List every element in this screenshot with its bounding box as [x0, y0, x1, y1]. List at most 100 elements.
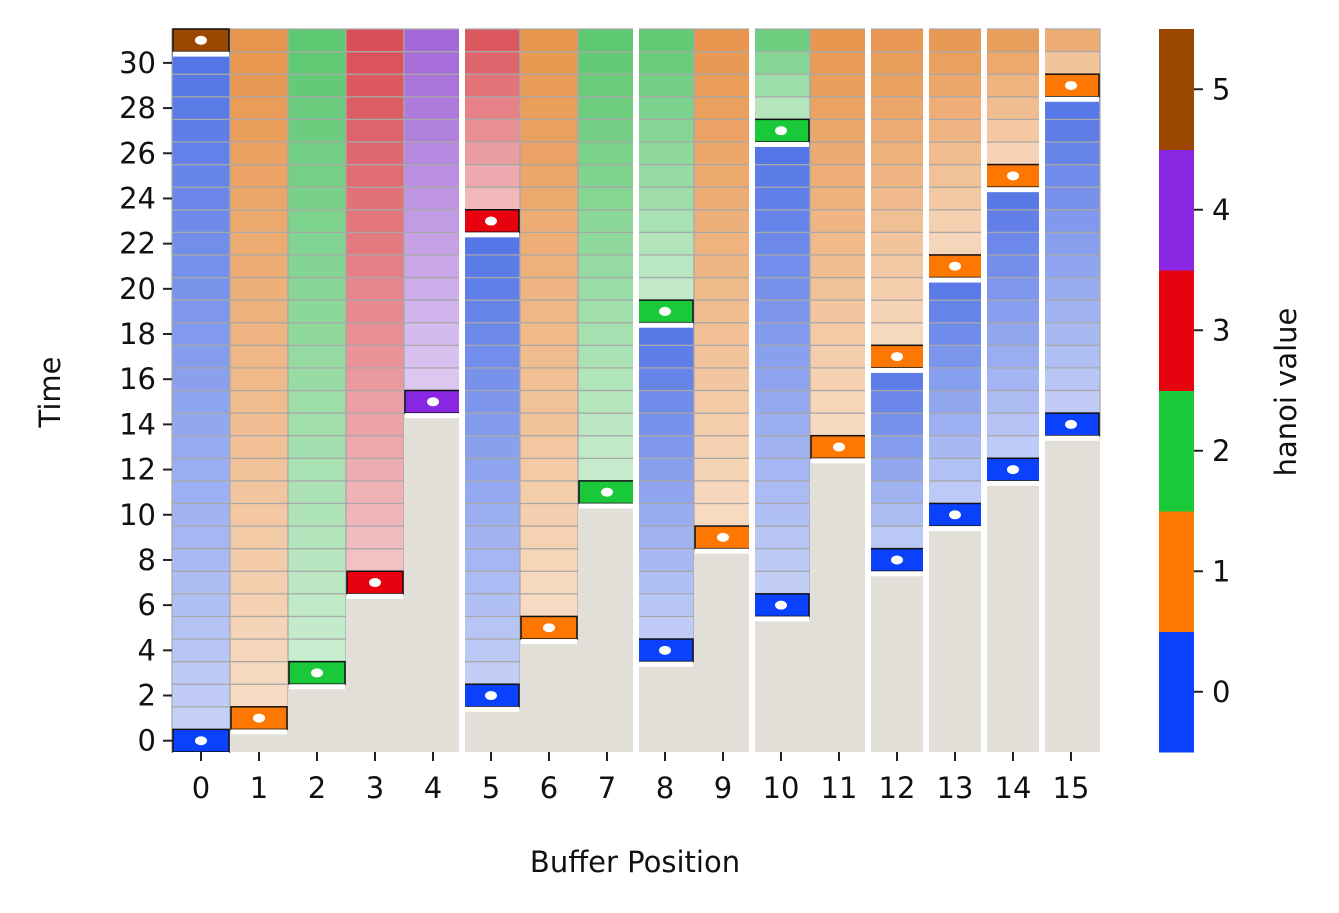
heatmap-cell	[925, 118, 985, 143]
group-gap	[865, 27, 871, 754]
heatmap-cell	[171, 344, 231, 369]
heatmap-cell	[171, 186, 231, 211]
colorbar-segment	[1159, 149, 1194, 271]
heatmap-cell	[461, 344, 521, 369]
heatmap-cell	[751, 254, 811, 279]
heatmap-cell	[693, 118, 753, 143]
heatmap-cell	[578, 661, 636, 685]
heatmap-cell	[926, 706, 984, 730]
heatmap-cell	[345, 254, 405, 279]
heatmap-cell	[867, 389, 927, 414]
heatmap-cell	[751, 276, 811, 301]
heatmap-cell	[984, 661, 1042, 685]
colorbar-tick-label: 4	[1212, 193, 1230, 227]
write-underline	[753, 616, 809, 622]
heatmap-cell	[809, 50, 869, 75]
group-separators	[459, 27, 1045, 754]
colorbar: 0 1 2 3 4 5	[1159, 29, 1230, 753]
write-dot	[195, 736, 207, 746]
heatmap-cell	[577, 28, 637, 53]
heatmap-cell	[461, 548, 521, 572]
heatmap-cell	[635, 615, 695, 640]
heatmap-cell	[519, 525, 579, 550]
y-tick-label: 6	[138, 588, 156, 622]
heatmap-cell	[403, 186, 463, 211]
heatmap-cell	[229, 73, 289, 98]
heatmap-cell	[635, 186, 695, 211]
heatmap-cell	[751, 389, 811, 414]
heatmap-cell	[577, 163, 637, 188]
heatmap-cell	[1041, 231, 1101, 256]
heatmap-cell	[1041, 50, 1101, 75]
heatmap-cell	[461, 254, 521, 279]
heatmap-cell	[867, 28, 927, 53]
heatmap-cell	[171, 209, 231, 233]
y-tick-label: 28	[119, 91, 156, 125]
heatmap-cell	[577, 96, 637, 120]
heatmap-cell	[868, 684, 926, 707]
heatmap-cell	[287, 299, 347, 324]
heatmap-cell	[635, 209, 695, 233]
x-tick-label: 6	[540, 771, 558, 805]
heatmap-cell	[519, 254, 579, 279]
heatmap-cell	[404, 639, 462, 662]
heatmap-cell	[925, 209, 985, 233]
colorbar-segment	[1159, 29, 1194, 150]
heatmap-cell	[287, 96, 347, 120]
heatmap-cell	[926, 639, 984, 662]
write-underline	[1043, 435, 1099, 441]
x-tick-label: 5	[482, 771, 500, 805]
write-underline	[1043, 96, 1099, 102]
heatmap-cell	[171, 638, 231, 663]
heatmap-cell	[345, 322, 405, 346]
heatmap-cell	[404, 729, 462, 752]
write-underline	[521, 639, 577, 645]
colorbar-label: hanoi value	[1269, 308, 1303, 477]
heatmap-cell	[229, 96, 289, 120]
heatmap-cell	[867, 502, 927, 527]
heatmap-cell	[229, 548, 289, 572]
heatmap-cell	[404, 526, 462, 549]
heatmap-cell	[925, 322, 985, 346]
heatmap-cell	[983, 209, 1043, 233]
heatmap-cell	[404, 480, 462, 504]
heatmap-cell	[461, 480, 521, 505]
heatmap-cell	[925, 457, 985, 482]
heatmap-cell	[983, 435, 1043, 459]
y-tick-label: 10	[119, 498, 156, 532]
heatmap-cell	[578, 526, 636, 549]
write-dot	[659, 306, 671, 316]
heatmap-cell	[171, 502, 231, 527]
heatmap-cell	[751, 412, 811, 437]
heatmap-cell	[983, 73, 1043, 98]
heatmap-cell	[577, 254, 637, 279]
write-underline	[405, 413, 461, 419]
heatmap-cell	[346, 684, 404, 707]
heatmap-cell	[925, 141, 985, 166]
heatmap-cell	[867, 480, 927, 505]
heatmap-cell	[578, 503, 636, 527]
y-tick-label: 14	[119, 407, 156, 441]
heatmap-cell	[403, 28, 463, 53]
x-tick-label: 12	[879, 771, 916, 805]
heatmap-cell	[635, 254, 695, 279]
heatmap-cell	[694, 571, 752, 594]
heatmap-cell	[693, 209, 753, 233]
heatmap-cell	[1041, 344, 1101, 369]
heatmap-cell	[345, 344, 405, 369]
write-dot	[717, 532, 729, 542]
heatmap-cell	[229, 480, 289, 505]
heatmap-cell	[809, 141, 869, 166]
write-underline	[637, 661, 693, 667]
heatmap-cell	[751, 502, 811, 527]
heatmap-cell	[577, 141, 637, 166]
heatmap-cell	[578, 684, 636, 707]
heatmap-cell	[635, 389, 695, 414]
heatmap-cell	[809, 163, 869, 188]
heatmap-cell	[635, 480, 695, 505]
heatmap-cell	[1041, 209, 1101, 233]
heatmap-cell	[229, 457, 289, 482]
heatmap-cell	[693, 344, 753, 369]
heatmap-cell	[461, 638, 521, 663]
heatmap-cell	[635, 231, 695, 256]
